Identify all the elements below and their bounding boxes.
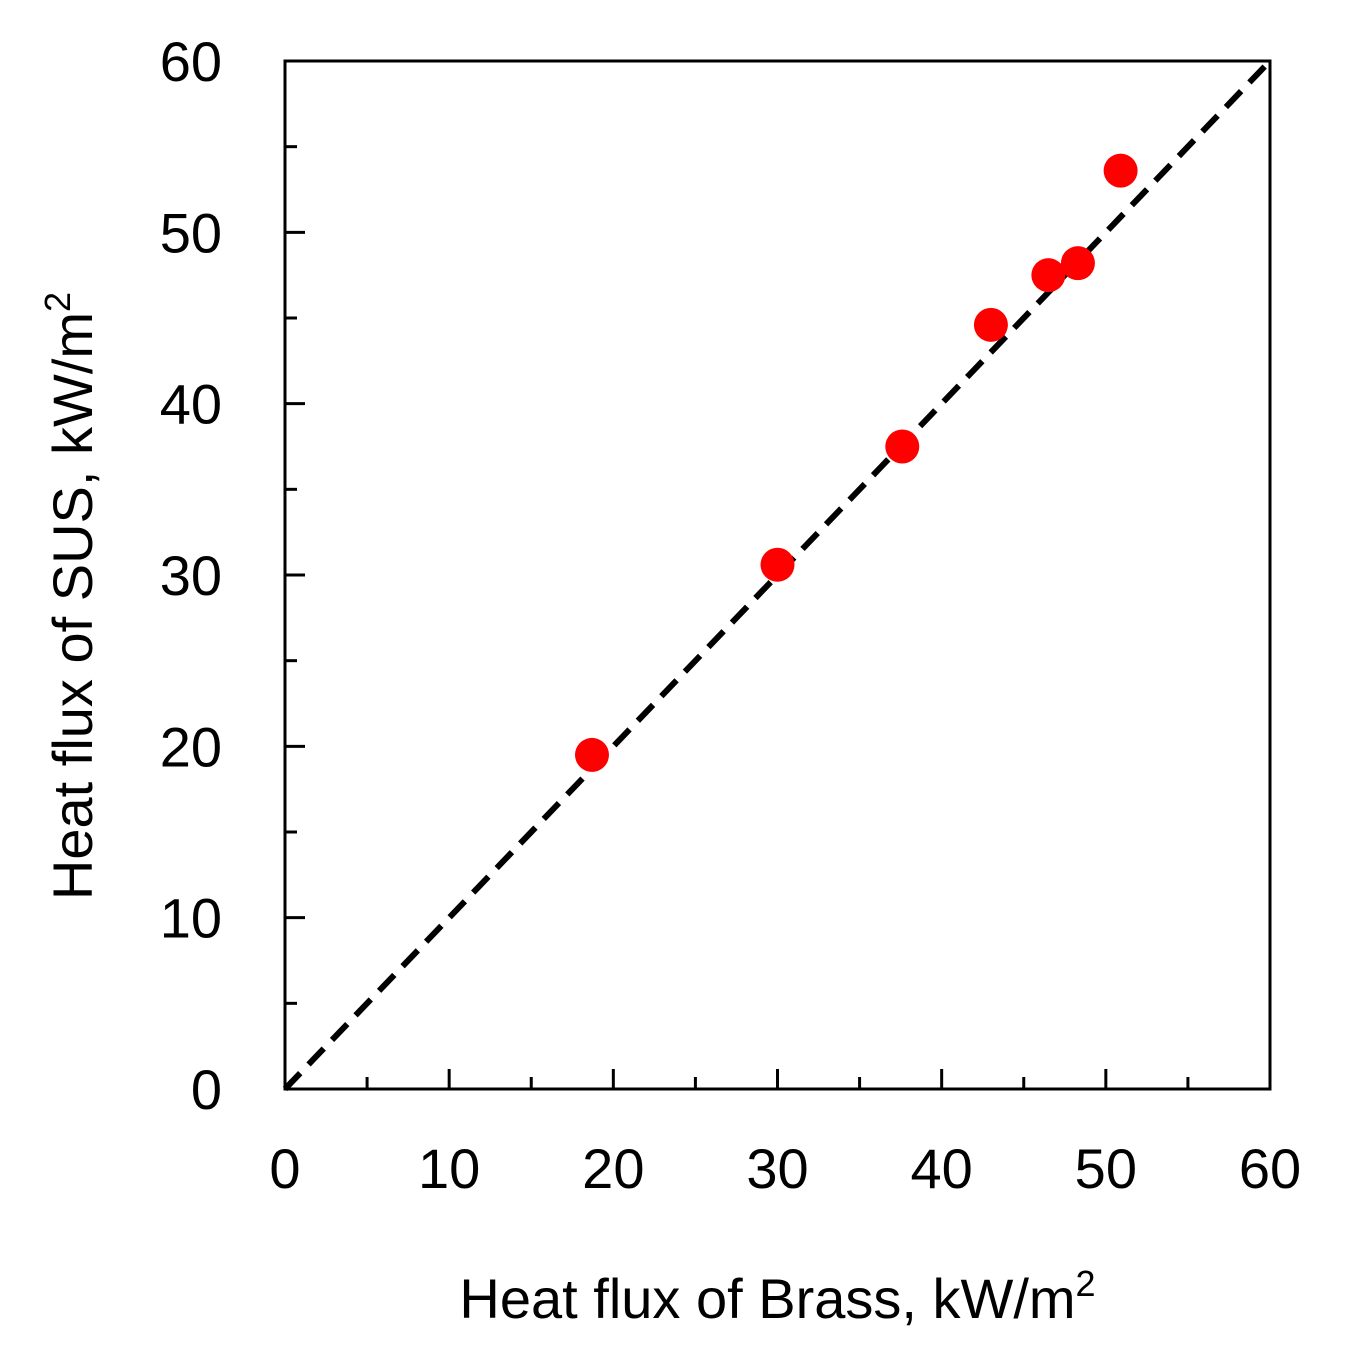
data-point	[574, 737, 609, 772]
x-tick-label: 30	[746, 1137, 808, 1200]
y-axis-label: Heat flux of SUS, kW/m2	[37, 292, 104, 900]
data-point	[760, 547, 795, 582]
x-tick-label: 60	[1239, 1137, 1301, 1200]
data-point	[885, 429, 920, 464]
data-point	[1060, 246, 1095, 281]
x-tick-label: 0	[269, 1137, 300, 1200]
points-layer	[574, 153, 1138, 772]
y-tick-label: 40	[160, 373, 222, 436]
y-tick-label: 60	[160, 30, 222, 93]
y-axis-label-text: Heat flux of SUS, kW/m	[41, 312, 104, 900]
tick-labels-layer: 0 10 20 30 40 50 60 0 10 20 30 40 50 60	[160, 30, 1301, 1200]
plot-frame	[283, 59, 1272, 1091]
data-point	[1031, 258, 1066, 293]
y-tick-label: 30	[160, 544, 222, 607]
y-tick-label: 50	[160, 201, 222, 264]
y-tick-label: 0	[191, 1058, 222, 1121]
x-tick-label: 40	[911, 1137, 973, 1200]
x-axis-label-text: Heat flux of Brass, kW/m	[459, 1267, 1075, 1330]
data-point	[973, 307, 1008, 342]
x-tick-label: 20	[582, 1137, 644, 1200]
x-tick-label: 10	[418, 1137, 480, 1200]
x-tick-label: 50	[1075, 1137, 1137, 1200]
x-axis-label: Heat flux of Brass, kW/m2	[459, 1263, 1095, 1330]
x-axis-label-superscript: 2	[1076, 1263, 1096, 1304]
data-point	[1103, 153, 1138, 188]
y-tick-label: 20	[160, 715, 222, 778]
y-tick-label: 10	[160, 887, 222, 950]
y-axis-label-superscript: 2	[37, 292, 78, 312]
